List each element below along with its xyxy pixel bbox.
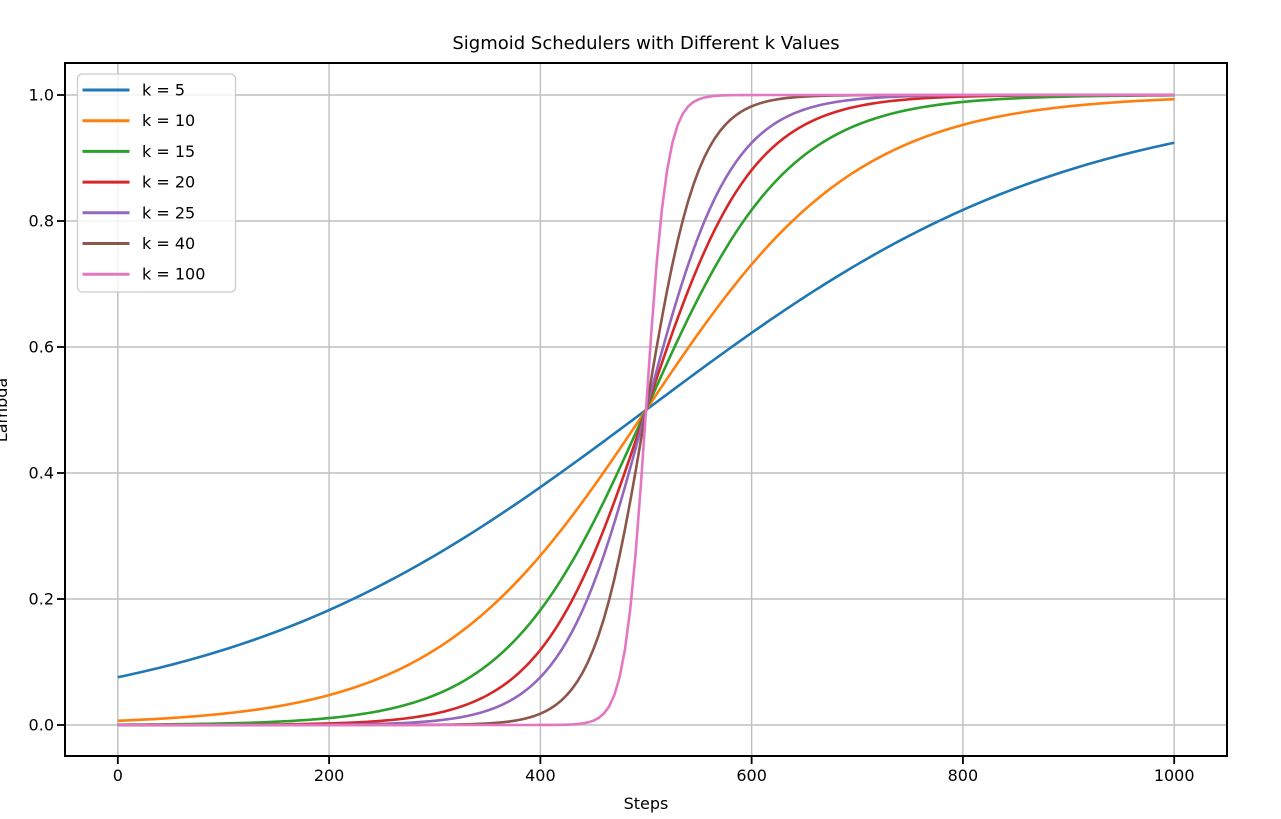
legend-label-k=25: k = 25 <box>142 203 195 222</box>
x-tick-label-400: 400 <box>525 766 556 785</box>
legend-label-k=5: k = 5 <box>142 81 185 100</box>
legend-label-k=20: k = 20 <box>142 173 195 192</box>
y-tick-label-0.4: 0.4 <box>29 464 54 483</box>
y-tick-label-0.0: 0.0 <box>29 716 54 735</box>
legend-label-k=100: k = 100 <box>142 265 205 284</box>
chart-title: Sigmoid Schedulers with Different k Valu… <box>452 33 839 54</box>
legend-label-k=10: k = 10 <box>142 111 195 130</box>
legend-label-k=40: k = 40 <box>142 234 195 253</box>
x-tick-label-0: 0 <box>113 766 123 785</box>
y-axis-label: Lambda <box>0 378 11 442</box>
y-tick-label-0.2: 0.2 <box>29 590 54 609</box>
x-tick-label-1000: 1000 <box>1154 766 1195 785</box>
y-tick-label-1.0: 1.0 <box>29 86 54 105</box>
curves-layer <box>117 93 1175 727</box>
x-axis-label: Steps <box>624 794 669 813</box>
x-tick-label-600: 600 <box>736 766 767 785</box>
series-line-k=100 <box>117 93 1175 727</box>
y-tick-label-0.6: 0.6 <box>29 338 54 357</box>
legend: k = 5 k = 10 k = 15 k = 20 k = 25 k = 40 k = 1… <box>76 73 237 293</box>
x-tick-label-200: 200 <box>314 766 345 785</box>
legend-box <box>76 73 237 293</box>
legend-label-k=15: k = 15 <box>142 142 195 161</box>
tick-layer: 0 200 400 600 800 1000 0.0 0.2 0.4 0.6 0.8 1.0 <box>29 86 1195 785</box>
y-tick-label-0.8: 0.8 <box>29 212 54 231</box>
x-tick-label-800: 800 <box>948 766 979 785</box>
axes-frame <box>64 62 1228 757</box>
